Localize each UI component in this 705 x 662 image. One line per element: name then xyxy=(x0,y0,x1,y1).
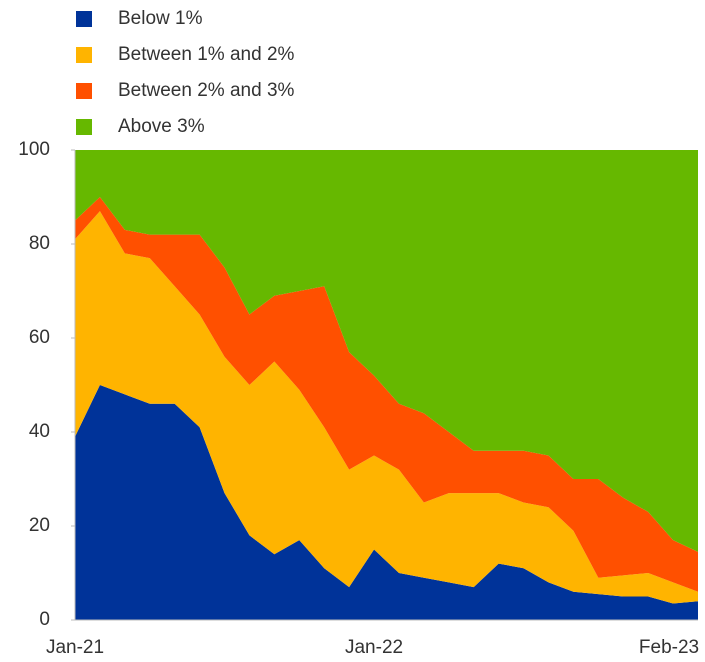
area xyxy=(75,211,698,604)
legend-swatch xyxy=(76,11,92,27)
x-tick-label: Feb-23 xyxy=(639,637,699,658)
y-tick-label: 0 xyxy=(39,609,50,630)
legend-label: Between 1% and 2% xyxy=(118,44,295,65)
x-tick-label: Jan-22 xyxy=(345,637,403,658)
y-tick-label: 60 xyxy=(29,327,50,348)
x-tick-label: Jan-21 xyxy=(46,637,104,658)
legend-swatch xyxy=(76,83,92,99)
area xyxy=(75,385,698,620)
area xyxy=(75,150,698,552)
y-tick-label: 80 xyxy=(29,233,50,254)
y-tick-label: 40 xyxy=(29,421,50,442)
area xyxy=(75,197,698,592)
y-tick-label: 100 xyxy=(18,139,50,160)
legend-swatch xyxy=(76,47,92,63)
legend-label: Above 3% xyxy=(118,116,205,137)
legend-label: Between 2% and 3% xyxy=(118,80,295,101)
legend-swatch xyxy=(76,119,92,135)
legend-label: Below 1% xyxy=(118,8,203,29)
y-tick-label: 20 xyxy=(29,515,50,536)
